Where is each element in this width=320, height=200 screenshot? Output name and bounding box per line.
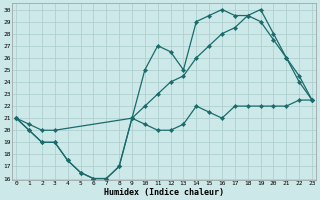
X-axis label: Humidex (Indice chaleur): Humidex (Indice chaleur) [104, 188, 224, 197]
